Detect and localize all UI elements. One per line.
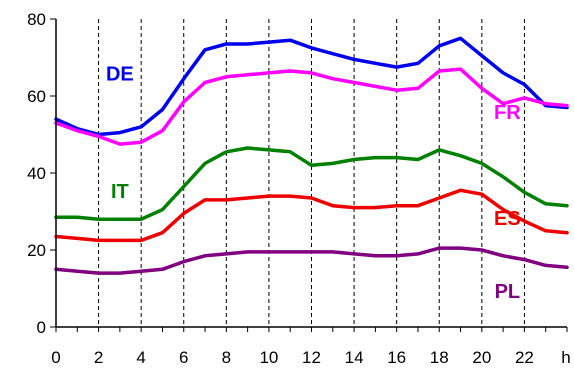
x-unit-label: h xyxy=(561,348,570,367)
series-lines xyxy=(54,36,569,275)
y-tick-label-60: 60 xyxy=(27,87,46,106)
x-tick-label-18: 18 xyxy=(430,348,449,367)
vertical-gridlines xyxy=(98,19,525,327)
y-tick-labels: 0 20 40 60 80 xyxy=(27,10,46,337)
x-tick-label-10: 10 xyxy=(259,348,278,367)
x-tick-label-8: 8 xyxy=(222,348,231,367)
x-tick-label-0: 0 xyxy=(51,348,60,367)
series-label-pl: PL xyxy=(495,281,521,303)
series-line-it xyxy=(54,146,569,221)
y-tick-label-80: 80 xyxy=(27,10,46,29)
series-line-fr xyxy=(54,67,569,146)
series-line-de xyxy=(54,36,569,137)
x-tick-label-14: 14 xyxy=(345,348,364,367)
y-tick-label-0: 0 xyxy=(37,318,46,337)
series-label-de: DE xyxy=(106,64,134,86)
series-labels: DE FR IT ES PL xyxy=(106,64,521,304)
x-tick-labels: h 0 2 4 6 8 10 12 14 16 18 20 22 xyxy=(51,348,570,367)
series-line-es xyxy=(54,188,569,243)
series-label-fr: FR xyxy=(494,102,521,124)
series-label-es: ES xyxy=(494,208,521,230)
x-tick-label-2: 2 xyxy=(94,348,103,367)
x-tick-label-22: 22 xyxy=(515,348,534,367)
x-tick-label-16: 16 xyxy=(387,348,406,367)
y-tick-label-40: 40 xyxy=(27,164,46,183)
tick-marks xyxy=(50,18,568,332)
series-label-it: IT xyxy=(111,181,129,203)
x-tick-label-6: 6 xyxy=(179,348,188,367)
y-tick-label-20: 20 xyxy=(27,241,46,260)
series-line-pl xyxy=(54,246,569,275)
x-tick-label-12: 12 xyxy=(302,348,321,367)
x-tick-label-20: 20 xyxy=(472,348,491,367)
x-tick-label-4: 4 xyxy=(136,348,145,367)
